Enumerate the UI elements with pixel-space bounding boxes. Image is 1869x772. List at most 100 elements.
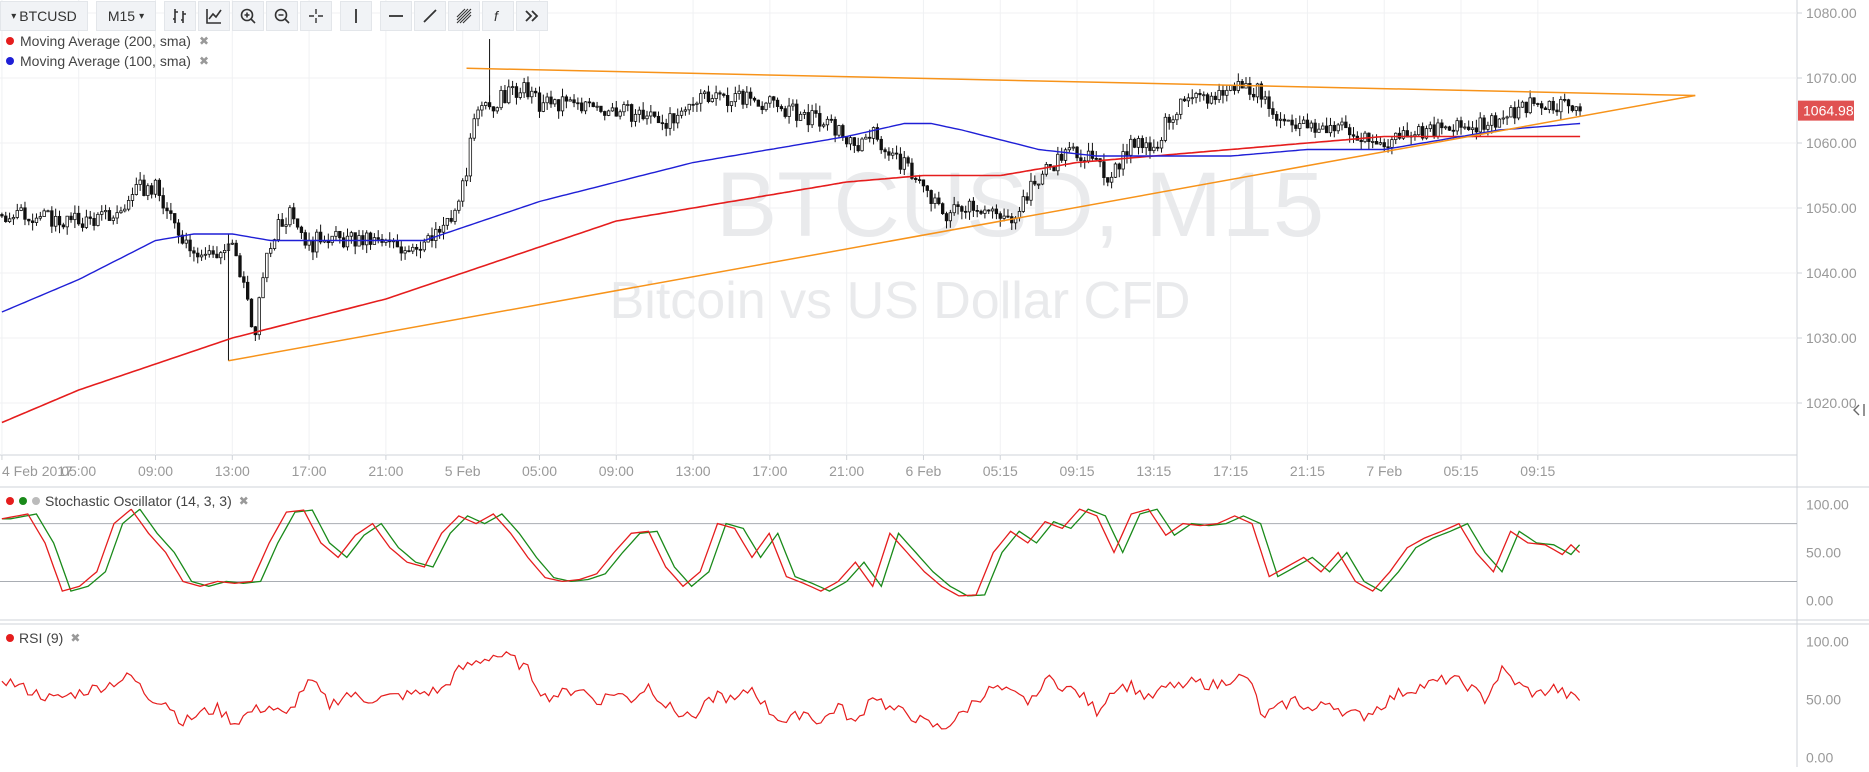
candle-body: [622, 104, 626, 113]
candle: [265, 252, 269, 283]
candle-body: [583, 101, 588, 112]
candle: [295, 218, 300, 230]
candle: [1102, 153, 1106, 186]
stoch-close-icon[interactable]: ✖: [238, 494, 249, 508]
rsi-tick-label: 100.00: [1806, 633, 1849, 649]
candle-body: [1167, 116, 1171, 123]
candle: [288, 205, 292, 228]
candle-body: [311, 240, 315, 253]
trend-line-button[interactable]: [414, 1, 446, 31]
candle-body: [1520, 101, 1525, 108]
zoom-out-button[interactable]: [266, 1, 298, 31]
candle: [1420, 122, 1425, 141]
candle: [345, 228, 350, 251]
candle-body: [503, 89, 507, 104]
candle: [537, 86, 542, 118]
rsi-close-icon[interactable]: ✖: [70, 631, 81, 645]
candle: [1528, 90, 1532, 115]
candle-body: [1578, 106, 1582, 112]
bar-style-button[interactable]: [164, 1, 196, 31]
candle-body: [130, 194, 135, 201]
rsi-tick-label: 0.00: [1806, 750, 1833, 766]
candle: [222, 244, 227, 261]
candle: [649, 104, 653, 124]
candle-body: [1252, 93, 1256, 98]
candle-body: [883, 149, 887, 153]
candle-body: [1359, 139, 1363, 143]
candle: [622, 101, 626, 116]
candle: [664, 118, 668, 137]
candle: [676, 108, 680, 129]
candle: [564, 94, 569, 109]
candle: [196, 247, 200, 264]
candle-body: [1071, 146, 1075, 149]
candle-body: [864, 136, 868, 140]
rsi-dot-icon: [6, 634, 14, 642]
candle-body: [1144, 142, 1148, 149]
ma100-close-icon[interactable]: ✖: [198, 54, 210, 68]
candle-body: [844, 137, 849, 145]
candle-body: [484, 102, 488, 106]
fibonacci-button[interactable]: [448, 1, 480, 31]
candle-body: [192, 250, 196, 254]
candle-body: [464, 175, 469, 182]
candle-body: [1566, 99, 1571, 107]
candle-body: [929, 190, 933, 204]
candle: [1063, 147, 1068, 167]
candle-body: [618, 111, 622, 117]
candle: [994, 204, 999, 220]
candle: [103, 204, 108, 220]
formula-button[interactable]: f: [482, 1, 514, 31]
vertical-line-button[interactable]: [340, 1, 372, 31]
candle: [783, 105, 787, 119]
candle: [215, 246, 219, 259]
time-tick-label: 13:00: [676, 463, 711, 479]
rsi-legend[interactable]: RSI (9) ✖: [6, 630, 81, 646]
candle: [100, 205, 104, 221]
candle-body: [434, 228, 438, 241]
candle: [1125, 143, 1129, 164]
candle: [722, 92, 726, 98]
candle-body: [933, 197, 937, 204]
candle: [1228, 85, 1233, 92]
formula-icon: f: [494, 8, 500, 24]
candle: [1536, 102, 1540, 107]
candle-body: [173, 213, 177, 224]
symbol-button[interactable]: ▾ BTCUSD: [0, 1, 88, 31]
indicators-button[interactable]: [198, 1, 230, 31]
candle: [633, 109, 638, 127]
candle-body: [1509, 107, 1513, 118]
candle: [242, 271, 246, 289]
ma100-line: [1, 122, 1581, 313]
candle: [1194, 91, 1198, 104]
candle: [891, 147, 895, 160]
time-tick-label: 05:15: [1443, 463, 1478, 479]
stoch-legend[interactable]: Stochastic Oscillator (14, 3, 3) ✖: [6, 493, 249, 509]
legend-ma200[interactable]: Moving Average (200, sma) ✖: [6, 33, 209, 49]
more-tools-button[interactable]: [516, 1, 548, 31]
candle-body: [1420, 126, 1425, 139]
zoom-in-button[interactable]: [232, 1, 264, 31]
candle: [629, 103, 634, 128]
interval-button[interactable]: M15 ▾: [96, 1, 156, 31]
candle-body: [1113, 163, 1118, 178]
candle-body: [983, 209, 987, 214]
candle-body: [334, 230, 338, 237]
candle-body: [480, 105, 484, 111]
candle-body: [457, 200, 461, 211]
horizontal-line-button[interactable]: [380, 1, 412, 31]
candle-body: [19, 207, 23, 211]
watermark-title: BTCUSD, M15: [716, 154, 1324, 256]
candle: [476, 106, 480, 127]
crosshair-button[interactable]: [300, 1, 332, 31]
candle: [1363, 130, 1367, 144]
time-tick-label: 13:15: [1136, 463, 1171, 479]
candle-body: [461, 180, 465, 202]
candle: [1286, 119, 1290, 122]
ma200-close-icon[interactable]: ✖: [198, 34, 210, 48]
legend-ma100[interactable]: Moving Average (100, sma) ✖: [6, 53, 209, 69]
candle-body: [660, 122, 665, 125]
